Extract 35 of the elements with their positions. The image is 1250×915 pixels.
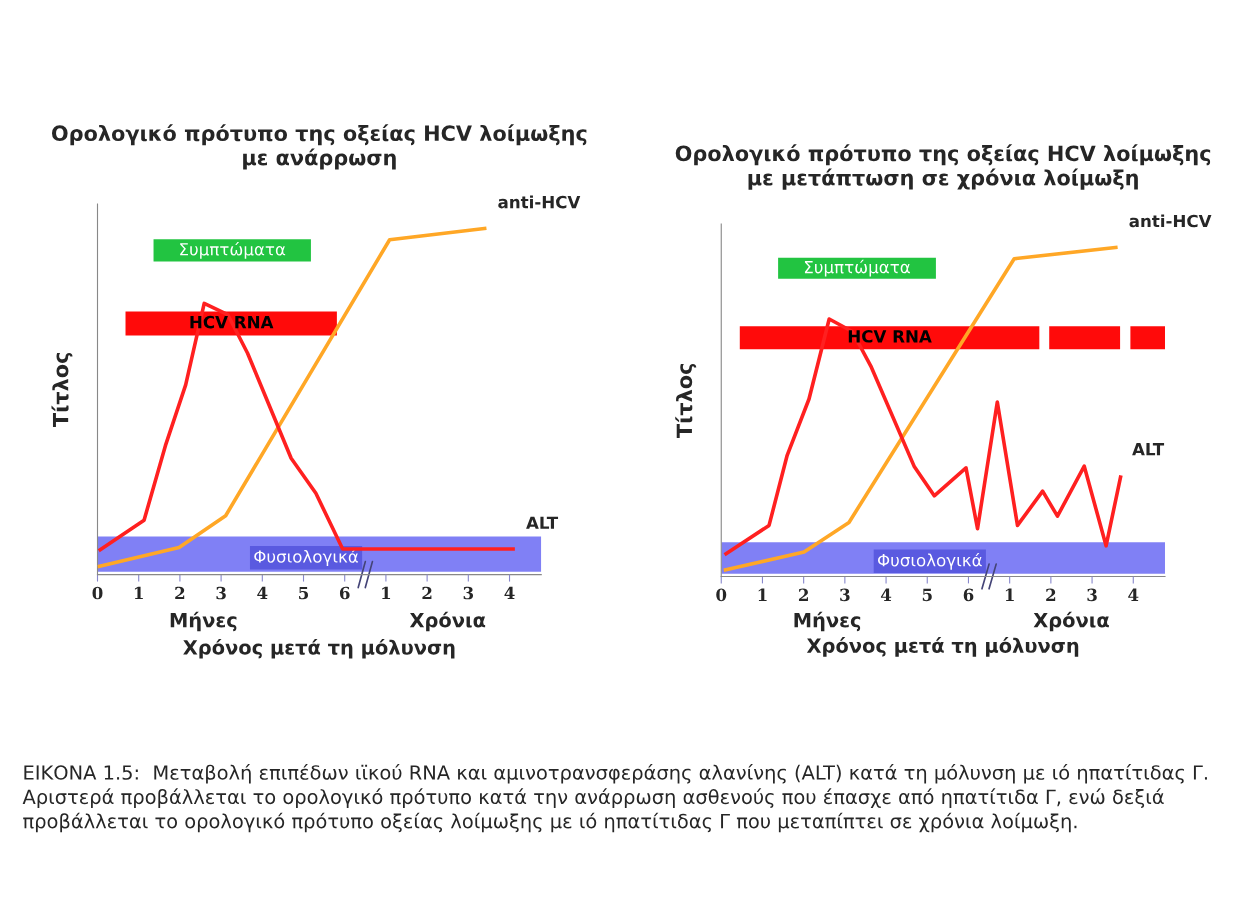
text: Χρόνος μετά τη μόλυνση (183, 638, 455, 659)
x-tick-label: 1 (758, 588, 767, 601)
x-tick-label: 1 (134, 586, 143, 600)
band-label: Συμπτώματα (804, 259, 910, 277)
series-label: anti-HCV (1129, 214, 1212, 228)
x-tick-label: 4 (257, 586, 268, 600)
x-tick-label: 0 (92, 586, 103, 600)
x-axis-title: Μήνες (170, 611, 237, 632)
x-tick-label: 5 (299, 586, 309, 600)
x-tick-label: 3 (216, 586, 226, 600)
y-axis-title: Τίτλος (51, 352, 73, 427)
series-label: anti-HCV (498, 195, 581, 209)
chart-title: Ορολογικό πρότυπο της οξείας HCV λοίμωξης με ανάρρωση (51, 124, 587, 170)
chart-title: Ορολογικό πρότυπο της οξείας HCV λοίμωξης με μετάπτωση σε χρόνια λοίμωξη (675, 144, 1211, 190)
text: ΕΙΚΟΝΑ 1.5: Μεταβολή επιπέδων ιϊκού RNA και αμινοτρανσφεράσης αλανίνης (ALT) κατά τη μόλυνση με ιό ηπατίτιδας Γ. Αριστερά προβάλλεται το ορολογικό πρότυπο κατά την ανάρρωση ασθενούς που έπασχε από ηπατίτιδα Γ, ενώ δεξιά προβάλλεται το ορολογικό πρότυπο οξείας λοίμωξης με ιό ηπατίτιδας Γ που μεταπίπτει σε χρόνια λοίμωξη. (22, 764, 1207, 833)
x-tick-label: 6 (339, 586, 350, 600)
x-tick-label: 3 (840, 588, 850, 602)
y-axis-title: Τίτλος (675, 363, 697, 438)
x-tick-label: 5 (922, 588, 932, 602)
x-tick-label: 2 (175, 586, 185, 600)
x2-axis-title: Χρόνια (1033, 611, 1109, 632)
band-label: HCV RNA (190, 315, 274, 329)
x-tick-label: 6 (963, 588, 974, 602)
band-label: Συμπτώματα (180, 241, 286, 259)
x-axis-title: Μήνες (794, 611, 861, 632)
x-tick-label: 0 (716, 588, 727, 602)
x2-axis-title: Χρόνια (409, 611, 486, 632)
text: Χρόνος μετά τη μόλυνση (806, 637, 1079, 657)
series-label: ALT (1132, 443, 1165, 456)
band-label: Φυσιολογικά (254, 549, 359, 567)
x-tick-label: 2 (798, 588, 808, 601)
series-label: ALT (526, 516, 559, 529)
band-label: HCV RNA (848, 330, 932, 343)
band-label: Φυσιολογικά (877, 552, 982, 570)
x-tick-label: 4 (880, 588, 892, 601)
